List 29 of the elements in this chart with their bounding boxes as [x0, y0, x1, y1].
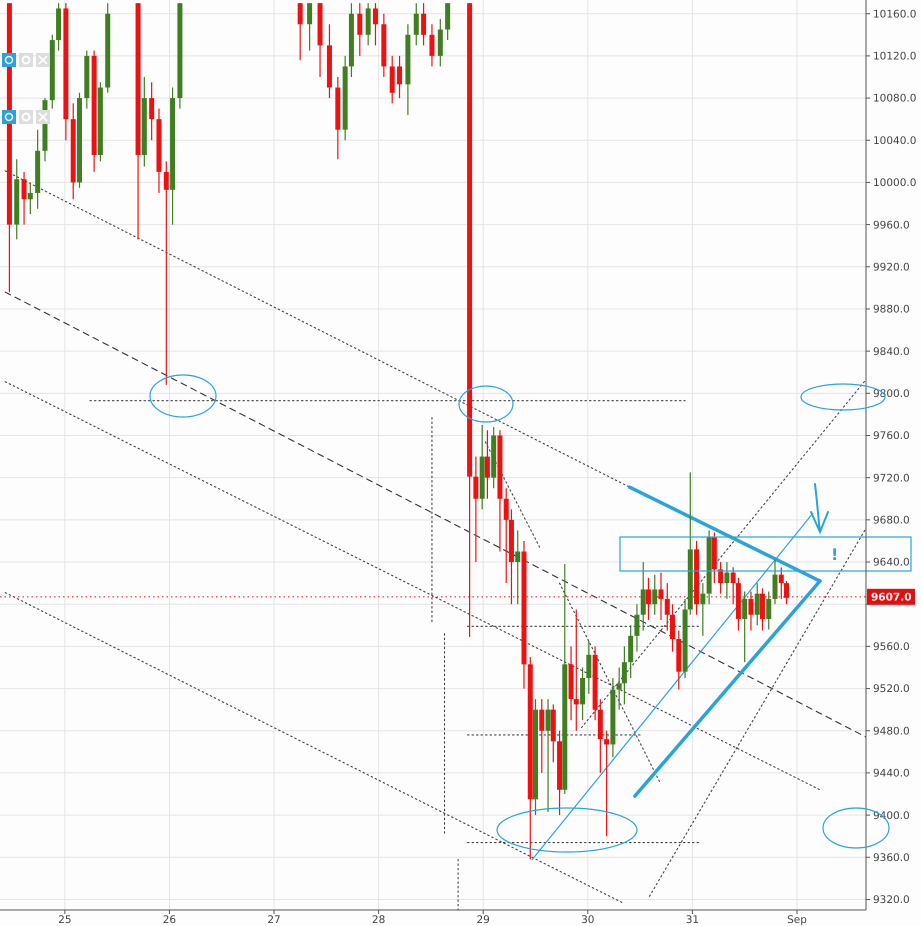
x-tick-label: 29	[476, 914, 490, 926]
y-tick-label: 9360.0	[873, 852, 910, 864]
x-tick-label: 30	[581, 914, 594, 926]
x-tick-label: 31	[686, 914, 700, 926]
y-tick-label: 9880.0	[873, 304, 910, 316]
y-tick-label: 9720.0	[873, 472, 910, 484]
y-tick-label: 10120.0	[873, 50, 916, 63]
y-tick-label: 10040.0	[873, 134, 916, 147]
y-tick-label: 9680.0	[873, 514, 910, 527]
x-tick-label: 25	[58, 914, 72, 926]
annotation: !	[831, 545, 838, 564]
y-tick-label: 9640.0	[873, 556, 910, 569]
y-tick-label: 9320.0	[873, 894, 910, 906]
y-tick-label: 9920.0	[873, 261, 910, 274]
y-tick-label: 10000.0	[873, 177, 916, 190]
y-tick-label: 9960.0	[873, 219, 910, 232]
y-tick-label: 9760.0	[873, 430, 910, 442]
y-tick-label: 9840.0	[873, 346, 910, 358]
x-tick-label: 27	[267, 914, 281, 926]
x-tick-label: 26	[162, 914, 176, 926]
y-tick-label: 10160.0	[873, 8, 916, 20]
y-tick-label: 9520.0	[873, 683, 910, 696]
y-tick-label: 10080.0	[873, 92, 916, 105]
y-tick-label: 9440.0	[873, 768, 910, 780]
ref-line-label: 9607.0	[871, 592, 912, 604]
x-tick-label: 28	[372, 914, 386, 926]
y-tick-label: 9560.0	[873, 641, 910, 654]
y-tick-label: 9480.0	[873, 725, 910, 738]
x-tick-label: Sep	[787, 914, 808, 926]
